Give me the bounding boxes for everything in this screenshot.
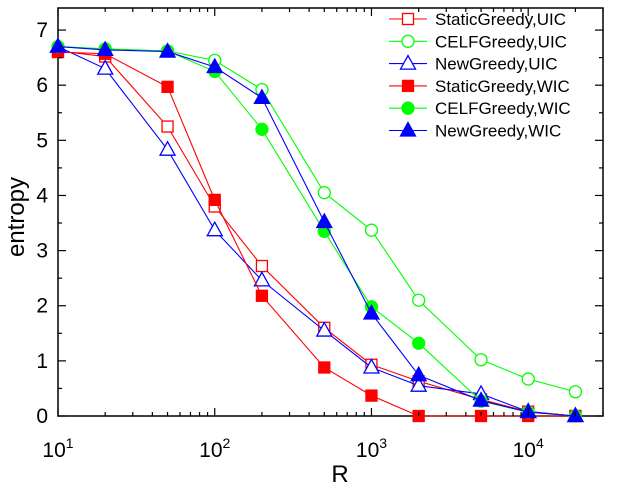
data-point <box>364 223 379 237</box>
legend-label: CELFGreedy,UIC <box>435 32 567 51</box>
data-point <box>362 304 381 320</box>
data-point <box>410 376 428 392</box>
series-4 <box>51 39 583 423</box>
legend-label: StaticGreedy,WIC <box>435 77 570 96</box>
legend-entry: CELFGreedy,UIC <box>389 32 567 51</box>
data-point <box>158 140 177 156</box>
legend-entry: StaticGreedy,UIC <box>389 10 566 29</box>
data-point <box>161 80 174 93</box>
y-axis-title: entropy <box>3 177 30 257</box>
plot-area <box>49 7 604 423</box>
data-point <box>318 361 331 374</box>
data-point <box>255 289 269 302</box>
data-point <box>317 186 331 200</box>
y-tick-label: 3 <box>36 240 48 263</box>
data-point <box>410 365 428 382</box>
data-point <box>315 212 333 229</box>
data-point <box>49 37 67 53</box>
data-point <box>255 259 269 273</box>
data-point <box>365 389 378 402</box>
data-point <box>568 385 583 399</box>
data-point <box>315 321 333 337</box>
plot-frame <box>57 7 604 417</box>
series-2 <box>49 37 585 423</box>
legend-entry: NewGreedy,UIC <box>389 54 558 74</box>
series-5 <box>49 37 585 423</box>
data-point <box>96 40 114 57</box>
legend-marker <box>401 101 415 115</box>
data-point <box>253 88 271 105</box>
data-point <box>412 293 426 307</box>
legend-label: NewGreedy,WIC <box>435 122 561 141</box>
legend-label: StaticGreedy,UIC <box>435 10 566 29</box>
y-tick-label: 4 <box>36 184 48 207</box>
data-point <box>161 120 174 133</box>
legend-marker <box>401 79 415 93</box>
legend-marker <box>399 54 417 70</box>
legend-entry: NewGreedy,WIC <box>389 121 561 141</box>
data-point <box>208 193 221 207</box>
x-axis-title: R <box>331 461 348 488</box>
data-point <box>255 122 269 136</box>
y-axis: 0 1 2 3 4 5 6 7 <box>36 19 603 428</box>
x-tick-label: 101 <box>42 435 73 462</box>
y-tick-label: 0 <box>36 405 48 428</box>
y-tick-label: 6 <box>36 74 48 97</box>
legend-label: CELFGreedy,WIC <box>435 99 571 118</box>
data-point <box>362 358 381 374</box>
data-point <box>253 271 271 287</box>
legend-label: NewGreedy,UIC <box>435 55 558 74</box>
legend-marker <box>401 34 415 48</box>
data-point <box>158 42 177 58</box>
data-point <box>521 372 535 386</box>
legend-entry: CELFGreedy,WIC <box>389 99 571 118</box>
legend-entry: StaticGreedy,WIC <box>389 77 570 96</box>
y-tick-label: 5 <box>36 129 48 152</box>
data-point <box>206 57 224 74</box>
x-axis: 101 102 103 104 <box>42 8 604 462</box>
data-point <box>96 59 114 75</box>
x-tick-label: 104 <box>513 435 544 462</box>
data-point <box>474 353 488 367</box>
y-tick-label: 1 <box>36 350 48 373</box>
legend-marker <box>401 12 415 26</box>
x-tick-label: 103 <box>356 435 387 462</box>
y-tick-label: 7 <box>36 19 48 42</box>
data-point <box>472 391 490 407</box>
data-point <box>206 220 224 237</box>
legend: StaticGreedy,UIC CELFGreedy,UIC NewGreedy,… <box>389 10 571 141</box>
legend-marker <box>399 121 417 137</box>
data-point <box>412 336 426 350</box>
x-tick-label: 102 <box>199 435 230 462</box>
y-tick-label: 2 <box>36 295 48 318</box>
